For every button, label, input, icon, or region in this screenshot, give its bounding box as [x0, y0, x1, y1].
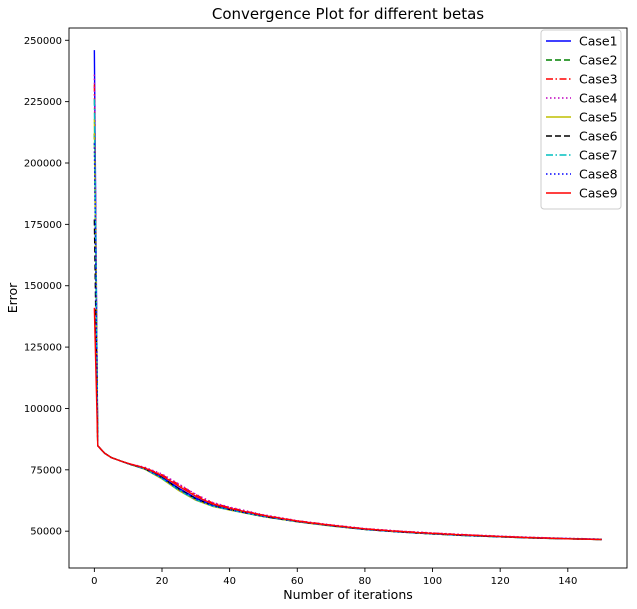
x-tick-label: 120 [491, 576, 510, 587]
legend-label-case3: Case3 [579, 72, 618, 87]
plot-frame [68, 27, 628, 569]
legend-label-case2: Case2 [579, 53, 618, 68]
x-tick-label: 20 [156, 576, 169, 587]
legend-label-case1: Case1 [579, 34, 618, 49]
legend-box [540, 29, 622, 210]
y-tick-label: 250000 [24, 36, 62, 47]
legend-label-case9: Case9 [579, 186, 618, 201]
legend-label-case8: Case8 [579, 167, 618, 182]
axes: 0 20 40 60 80 100 120 140 50000 75000 100000 125000… [24, 27, 628, 587]
y-tick-label: 200000 [24, 159, 62, 170]
y-tick-label: 50000 [30, 527, 62, 538]
x-tick-label: 140 [558, 576, 577, 587]
y-tick-label: 175000 [24, 220, 62, 231]
legend-label-case7: Case7 [579, 148, 618, 163]
legend-label-case6: Case6 [579, 129, 618, 144]
x-tick-label: 100 [423, 576, 442, 587]
chart-title: Convergence Plot for different betas [212, 5, 484, 23]
y-tick-label: 100000 [24, 404, 62, 415]
y-tick-label: 225000 [24, 97, 62, 108]
legend: Case1 Case2 Case3 Case4 Case5 Case6 Case7 Case8… [540, 29, 622, 210]
y-tick-label: 125000 [24, 343, 62, 354]
x-tick-label: 0 [91, 576, 97, 587]
legend-label-case5: Case5 [579, 110, 618, 125]
x-tick-label: 80 [359, 576, 372, 587]
x-tick-label: 40 [223, 576, 236, 587]
legend-label-case4: Case4 [579, 91, 618, 106]
series-line-case9 [93, 307, 602, 541]
x-tick-label: 60 [291, 576, 304, 587]
x-axis-label: Number of iterations [283, 587, 413, 602]
y-tick-label: 150000 [24, 281, 62, 292]
y-axis-label: Error [5, 282, 20, 313]
y-tick-label: 75000 [30, 465, 62, 476]
